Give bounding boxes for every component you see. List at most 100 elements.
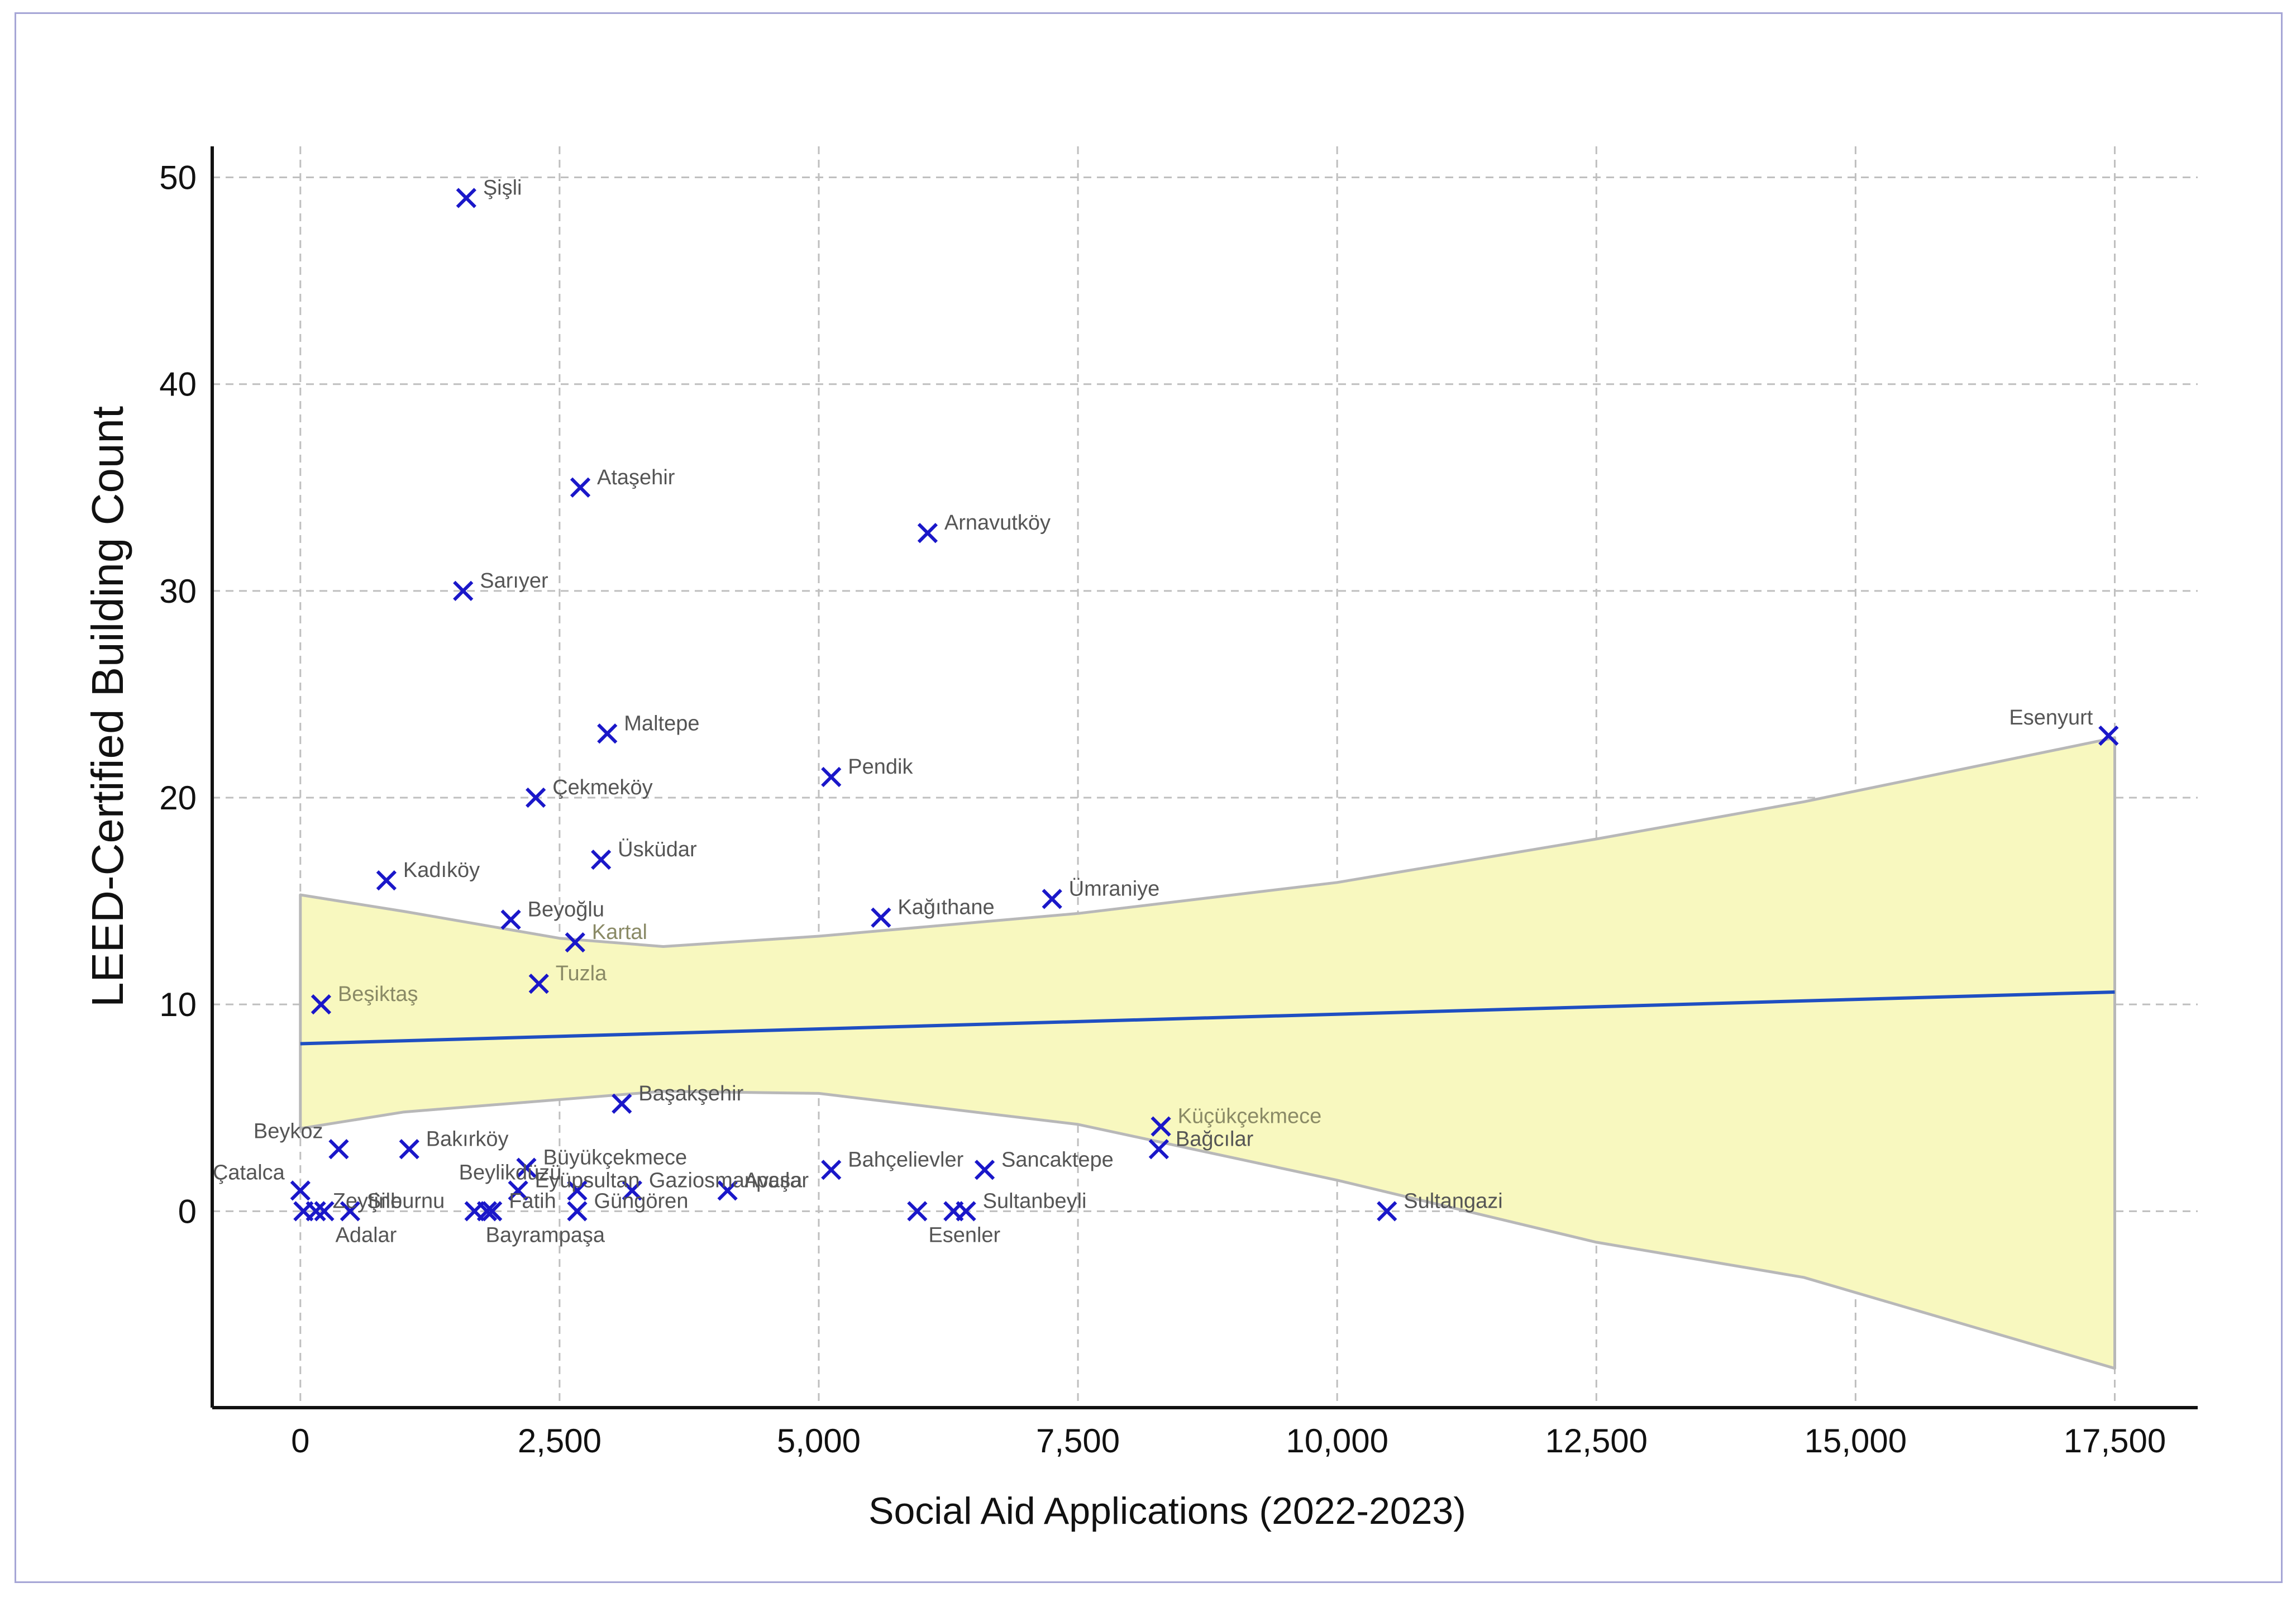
y-axis-label: LEED-Certified Building Count [83, 406, 132, 1007]
point-label: Gaziosmanpaşa [649, 1169, 803, 1192]
point-marker-stroke [526, 787, 546, 808]
data-point [591, 849, 612, 870]
point-label: Bağcılar [1176, 1127, 1254, 1151]
point-marker-stroke [311, 994, 332, 1015]
point-marker-stroke [1377, 1201, 1397, 1222]
point-label: Şile [367, 1189, 402, 1213]
data-point [508, 1180, 528, 1201]
x-tick-label: 17,500 [2064, 1422, 2166, 1460]
point-marker-stroke [328, 1139, 349, 1160]
point-label: Kartal [592, 921, 647, 944]
axes [211, 146, 2198, 1409]
figure-frame [15, 12, 2283, 1583]
point-label: Beşiktaş [338, 983, 418, 1006]
data-point [453, 580, 474, 601]
point-label: Çatalca [213, 1161, 285, 1184]
data-point [500, 909, 521, 930]
point-labels: Şişli Ataşehir Arnavutköy Sarıyer Maltepe Pen… [213, 177, 2093, 1247]
point-marker-stroke [943, 1201, 964, 1222]
data-point [943, 1201, 964, 1222]
data-point [314, 1201, 335, 1222]
x-tick-label: 0 [291, 1422, 309, 1460]
point-label: Kağıthane [898, 896, 994, 919]
data-point [570, 477, 591, 498]
data-point [622, 1180, 642, 1201]
point-label: Beylikdüzü [459, 1161, 562, 1184]
point-label: Üsküdar [618, 838, 697, 861]
point-label: Arnavutköy [944, 511, 1051, 535]
x-axis-label: Social Aid Applications (2022-2023) [868, 1490, 1466, 1532]
y-tick-label: 10 [159, 986, 197, 1023]
point-label: Sancaktepe [1001, 1148, 1114, 1171]
point-label: Fatih [509, 1189, 556, 1213]
point-label: Çekmeköy [552, 776, 653, 799]
data-point [565, 932, 585, 953]
data-point [821, 1160, 842, 1180]
data-point [516, 1157, 537, 1178]
point-label: Avcılar [744, 1169, 809, 1192]
y-tick-label: 50 [159, 159, 197, 197]
point-marker-stroke [2098, 725, 2119, 746]
tick-labels: 0 2,500 5,000 7,500 10,000 12,500 15,000 17,500… [159, 159, 2166, 1460]
point-marker-stroke [482, 1201, 503, 1222]
point-label: Eyüpsultan [535, 1169, 640, 1192]
y-tick-label: 40 [159, 366, 197, 403]
data-point [340, 1201, 361, 1222]
point-label: Esenler [928, 1223, 1000, 1247]
point-label: Ataşehir [597, 466, 675, 489]
data-point [567, 1180, 588, 1201]
point-label: Ümraniye [1069, 877, 1160, 900]
fit-line-layer [300, 990, 2115, 1046]
point-label: Büyükçekmece [543, 1146, 687, 1170]
data-point [871, 907, 891, 928]
point-marker-stroke [340, 1201, 361, 1222]
point-marker-stroke [612, 1093, 632, 1114]
data-point [482, 1201, 503, 1222]
point-marker-stroke [717, 1180, 738, 1201]
data-point [528, 974, 549, 994]
point-marker-stroke [907, 1201, 928, 1222]
point-marker-stroke [567, 1201, 588, 1222]
data-point [917, 523, 938, 544]
y-tick-label: 30 [159, 573, 197, 610]
point-marker-stroke [290, 1180, 311, 1201]
point-marker-stroke [314, 1201, 335, 1222]
data-point [293, 1201, 314, 1222]
data-points [290, 188, 2119, 1222]
point-label: Pendik [848, 755, 913, 779]
point-label: Beyoğlu [528, 898, 604, 921]
point-marker-stroke [528, 974, 549, 994]
point-marker-stroke [622, 1180, 642, 1201]
point-marker-stroke [565, 932, 585, 953]
point-label: Şişli [483, 177, 522, 200]
confidence-band-layer [299, 736, 2116, 1370]
point-label: Başakşehir [638, 1082, 743, 1105]
data-point [597, 723, 618, 744]
data-point [907, 1201, 928, 1222]
x-tick-label: 12,500 [1545, 1422, 1648, 1460]
point-label: Bayrampaşa [486, 1223, 605, 1247]
point-marker-stroke [453, 580, 474, 601]
point-label: Bahçelievler [848, 1148, 963, 1171]
point-marker-stroke [821, 1160, 842, 1180]
point-marker-stroke [1042, 889, 1062, 909]
point-marker-stroke [508, 1180, 528, 1201]
point-marker-stroke [917, 523, 938, 544]
data-point [821, 766, 842, 788]
point-marker-stroke [399, 1139, 419, 1160]
point-label: Bakırköy [426, 1127, 509, 1151]
point-marker-stroke [376, 870, 397, 891]
point-marker-stroke [871, 907, 891, 928]
data-point [376, 870, 397, 891]
point-marker-stroke [500, 909, 521, 930]
data-point [476, 1201, 498, 1222]
point-marker-stroke [974, 1160, 995, 1180]
point-label: Küçükçekmece [1178, 1105, 1322, 1128]
x-tick-label: 10,000 [1286, 1422, 1388, 1460]
point-marker-stroke [1148, 1139, 1170, 1160]
data-point [1151, 1116, 1171, 1137]
point-marker-stroke [570, 477, 591, 498]
point-marker-stroke [456, 188, 476, 208]
data-point [974, 1160, 995, 1180]
